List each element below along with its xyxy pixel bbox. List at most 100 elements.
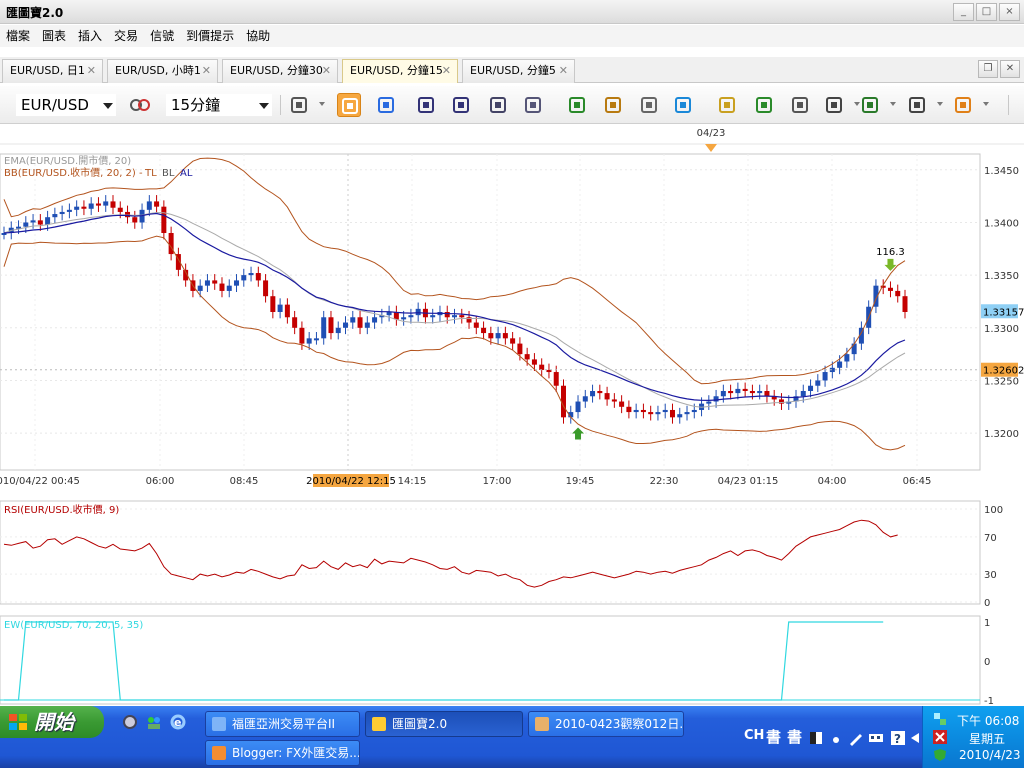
close-icon[interactable]: ✕ [201, 64, 211, 77]
task-huitubao[interactable]: 匯圖寶2.0 [365, 711, 523, 737]
globe-icon[interactable] [671, 93, 695, 117]
panel-icon[interactable] [374, 93, 398, 117]
tab-eurusd-d1[interactable]: EUR/USD, 日1 ✕ [2, 59, 103, 83]
zoom-out-icon[interactable] [449, 93, 473, 117]
chevron-down-icon[interactable] [854, 102, 860, 106]
candle [648, 412, 654, 415]
candle [95, 203, 101, 206]
ime-punct-icon[interactable] [828, 730, 844, 746]
tab-eurusd-m5[interactable]: EUR/USD, 分鐘5 ✕ [462, 59, 575, 83]
menu-signal[interactable]: 信號 [150, 29, 175, 43]
candle [713, 396, 719, 402]
help-icon[interactable]: ? [890, 730, 906, 746]
window-icon[interactable] [788, 93, 812, 117]
candle [778, 399, 784, 404]
tab-restore-button[interactable]: ❐ [978, 60, 998, 78]
toolbar: EUR/USD 15分鐘 [0, 86, 1024, 124]
close-icon[interactable]: ✕ [321, 64, 331, 77]
candle [321, 317, 327, 339]
candle [117, 207, 123, 212]
menu-alert[interactable]: 到價提示 [186, 29, 235, 43]
network-icon[interactable] [933, 712, 947, 726]
symbol-select[interactable]: EUR/USD [16, 94, 116, 116]
internet-explorer-icon[interactable]: e [170, 714, 186, 730]
tab-label: EUR/USD, 日1 [10, 64, 85, 77]
shield-icon[interactable] [933, 748, 947, 762]
toolbar-separator [1008, 95, 1009, 115]
language-indicator[interactable]: CH [744, 728, 765, 743]
rsi-tick: 70 [984, 533, 997, 544]
start-button[interactable]: 開始 [0, 706, 104, 738]
chevron-down-icon[interactable] [890, 102, 896, 106]
close-icon[interactable]: ✕ [441, 64, 451, 77]
security-alert-icon[interactable] [933, 730, 947, 744]
chevron-down-icon[interactable] [937, 102, 943, 106]
candle [619, 401, 625, 407]
magnifier-icon[interactable] [521, 93, 545, 117]
menu-help[interactable]: 協助 [246, 29, 271, 43]
zoom-in-icon[interactable] [414, 93, 438, 117]
chart-type-icon[interactable] [287, 93, 311, 117]
insert-icon[interactable] [858, 93, 882, 117]
ime-fullwidth-icon[interactable] [808, 730, 824, 746]
bar-chart-icon[interactable] [337, 93, 361, 117]
crosshair-icon[interactable] [565, 93, 589, 117]
menu-insert[interactable]: 插入 [78, 29, 103, 43]
task-blogger[interactable]: Blogger: FX外匯交易... [205, 740, 360, 766]
browser-icon [212, 746, 226, 760]
rsi-tick: 0 [984, 598, 990, 609]
clock-time[interactable]: 下午 06:08 [957, 714, 1020, 728]
menu-chart[interactable]: 圖表 [42, 29, 67, 43]
timeframe-select[interactable]: 15分鐘 [166, 94, 272, 116]
eye-icon[interactable] [637, 93, 661, 117]
menu-trade[interactable]: 交易 [114, 29, 139, 43]
bb-legend: BB(EUR/USD.收市價, 20, 2) - [4, 166, 143, 179]
brush-icon[interactable] [951, 93, 975, 117]
bb-legend-al: AL [180, 168, 193, 179]
close-button[interactable]: × [999, 3, 1020, 21]
candle [248, 273, 254, 276]
task-fxcm-platform[interactable]: 福匯亞洲交易平台II [205, 711, 360, 737]
edit-icon[interactable] [601, 93, 625, 117]
windows-logo-icon [9, 714, 27, 730]
chart-svg[interactable]: 1.3450 1.3400 1.3350 1.3300 1.3250 1.3200 2010… [0, 124, 1024, 707]
candle [902, 296, 908, 312]
tab-label: EUR/USD, 分鐘5 [470, 64, 556, 77]
chevron-down-icon[interactable] [319, 102, 325, 106]
candle [459, 315, 465, 318]
close-icon[interactable]: ✕ [86, 64, 96, 77]
cursor-icon[interactable] [486, 93, 510, 117]
bb-upper-band [3, 157, 906, 385]
line-tool-icon[interactable] [822, 93, 846, 117]
ruler-icon[interactable] [715, 93, 739, 117]
tab-close-button[interactable]: ✕ [1000, 60, 1020, 78]
candle [735, 388, 741, 394]
ime-tool-icon[interactable] [848, 730, 864, 746]
task-word-doc[interactable]: 2010-0423觀察012日... [528, 711, 684, 737]
toolbar-separator [280, 95, 281, 115]
quicklaunch-users-icon[interactable] [146, 714, 162, 730]
tab-eurusd-m15[interactable]: EUR/USD, 分鐘15 ✕ [342, 59, 458, 83]
chart-area[interactable]: 1.3450 1.3400 1.3350 1.3300 1.3250 1.3200 2010… [0, 124, 1024, 707]
pen-icon[interactable] [905, 93, 929, 117]
tab-eurusd-h1[interactable]: EUR/USD, 小時1 ✕ [107, 59, 218, 83]
candle [45, 217, 51, 225]
maximize-button[interactable]: □ [976, 3, 997, 21]
ime-char-icon[interactable]: 書 [766, 728, 782, 746]
indicator-icon[interactable] [126, 93, 154, 117]
arrow-icon[interactable] [908, 730, 924, 746]
menu-file[interactable]: 檔案 [6, 29, 31, 43]
minimize-button[interactable]: _ [953, 3, 974, 21]
candle [313, 338, 319, 341]
chevron-down-icon[interactable] [983, 102, 989, 106]
ime-keyboard-icon[interactable] [868, 730, 884, 746]
ew-legend: EW(EUR/USD, 70, 20, 5, 35) [4, 620, 143, 631]
ime-mode-icon[interactable]: 書 [787, 728, 803, 746]
candle [350, 317, 356, 323]
candle [175, 254, 181, 270]
close-icon[interactable]: ✕ [558, 64, 568, 77]
candle [357, 317, 363, 328]
quicklaunch-settings-icon[interactable] [122, 714, 138, 730]
tab-eurusd-m30[interactable]: EUR/USD, 分鐘30 ✕ [222, 59, 338, 83]
image-icon[interactable] [752, 93, 776, 117]
